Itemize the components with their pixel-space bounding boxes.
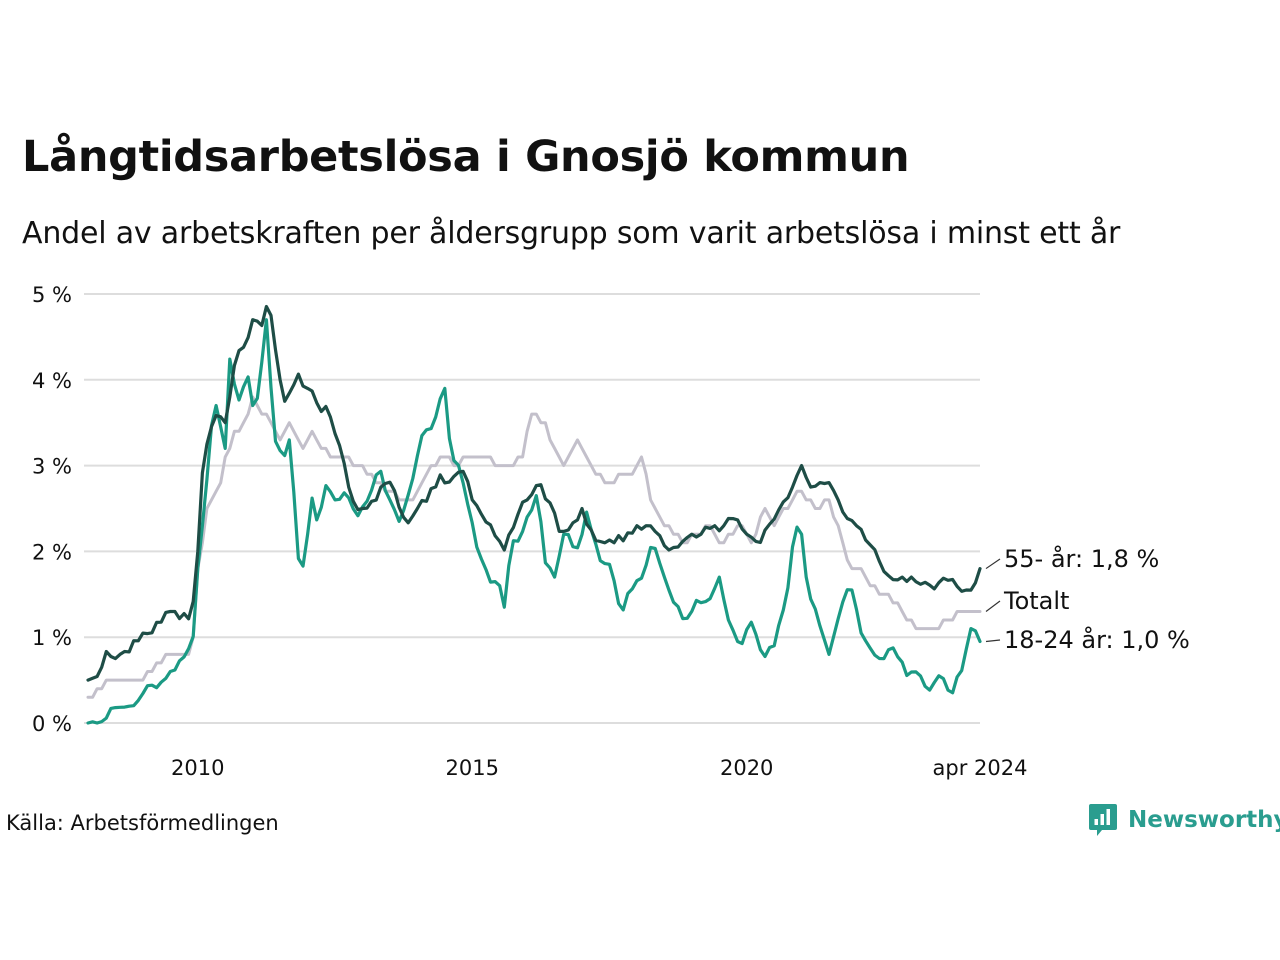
x-tick-label: 2010 <box>171 756 224 780</box>
series-line-young <box>86 318 982 725</box>
chart-subtitle: Andel av arbetskraften per åldersgrupp s… <box>22 216 1121 251</box>
x-axis-ticks: 2010 2015 2020 apr 2024 <box>171 756 1027 780</box>
y-tick-label: 3 % <box>32 455 72 479</box>
series-line-total <box>86 395 982 699</box>
brand-logo: Newsworthy <box>1088 802 1280 838</box>
end-labels: Totalt 18-24 år: 1,0 % 55- år: 1,8 % <box>985 544 1190 654</box>
y-tick-label: 5 % <box>32 283 72 307</box>
end-label-connector <box>985 639 1001 643</box>
series-line-older <box>86 304 982 682</box>
y-axis-ticks: 0 % 1 % 2 % 3 % 4 % 5 % <box>32 283 72 736</box>
end-label-connector <box>985 600 1001 612</box>
y-tick-label: 1 % <box>32 626 72 650</box>
chart-title: Långtidsarbetslösa i Gnosjö kommun <box>22 132 910 182</box>
series-lines <box>86 304 982 725</box>
brand-name: Newsworthy <box>1128 807 1280 833</box>
x-tick-label: apr 2024 <box>933 756 1028 780</box>
y-tick-label: 0 % <box>32 712 72 736</box>
x-tick-label: 2015 <box>446 756 499 780</box>
line-chart: 0 %1 %2 %3 %4 %5 % 2010 2015 2020 apr 2024 … <box>32 283 1190 780</box>
x-tick-label: 2020 <box>720 756 773 780</box>
end-label-connector <box>985 558 1001 570</box>
y-tick-label: 2 % <box>32 540 72 564</box>
end-label-young: 18-24 år: 1,0 % <box>1004 625 1190 654</box>
y-tick-label: 4 % <box>32 369 72 393</box>
end-label-older: 55- år: 1,8 % <box>1004 544 1159 573</box>
source-note: Källa: Arbetsförmedlingen <box>6 811 279 835</box>
newsworthy-logo-icon <box>1089 804 1117 836</box>
end-label-total: Totalt <box>1003 587 1069 615</box>
